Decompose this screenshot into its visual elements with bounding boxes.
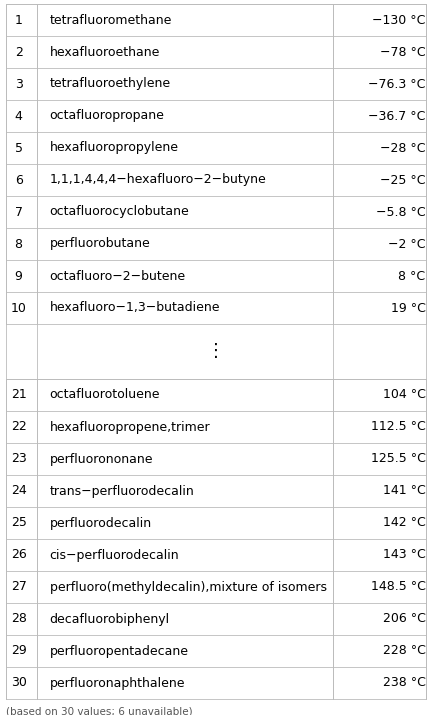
Text: 125.5 °C: 125.5 °C: [371, 453, 426, 465]
Text: 3: 3: [15, 77, 22, 91]
Text: 228 °C: 228 °C: [383, 644, 426, 658]
Text: 148.5 °C: 148.5 °C: [371, 581, 426, 593]
Text: octafluorocyclobutane: octafluorocyclobutane: [50, 205, 189, 219]
Text: 142 °C: 142 °C: [383, 516, 426, 530]
Text: −28 °C: −28 °C: [380, 142, 426, 154]
Text: −36.7 °C: −36.7 °C: [368, 109, 426, 122]
Text: octafluoropropane: octafluoropropane: [50, 109, 165, 122]
Text: 10: 10: [11, 302, 26, 315]
Text: hexafluoropropylene: hexafluoropropylene: [50, 142, 179, 154]
Text: octafluorotoluene: octafluorotoluene: [50, 388, 160, 402]
Text: perfluorodecalin: perfluorodecalin: [50, 516, 152, 530]
Text: 8: 8: [15, 237, 22, 250]
Text: −5.8 °C: −5.8 °C: [376, 205, 426, 219]
Text: 30: 30: [11, 676, 26, 689]
Text: perfluorobutane: perfluorobutane: [50, 237, 150, 250]
Text: −25 °C: −25 °C: [380, 174, 426, 187]
Text: −130 °C: −130 °C: [372, 14, 426, 26]
Text: octafluoro−2−butene: octafluoro−2−butene: [50, 270, 186, 282]
Text: 25: 25: [11, 516, 26, 530]
Text: perfluoro(methyldecalin),mixture of isomers: perfluoro(methyldecalin),mixture of isom…: [50, 581, 327, 593]
Text: (based on 30 values; 6 unavailable): (based on 30 values; 6 unavailable): [6, 707, 193, 715]
Text: 206 °C: 206 °C: [383, 613, 426, 626]
Text: ⋮: ⋮: [207, 342, 225, 360]
Text: perfluoronaphthalene: perfluoronaphthalene: [50, 676, 185, 689]
Text: tetrafluoromethane: tetrafluoromethane: [50, 14, 172, 26]
Text: 238 °C: 238 °C: [383, 676, 426, 689]
Text: 1: 1: [15, 14, 22, 26]
Text: 9: 9: [15, 270, 22, 282]
Text: −2 °C: −2 °C: [388, 237, 426, 250]
Text: tetrafluoroethylene: tetrafluoroethylene: [50, 77, 171, 91]
Text: 29: 29: [11, 644, 26, 658]
Text: 28: 28: [11, 613, 26, 626]
Text: 27: 27: [11, 581, 26, 593]
Text: 23: 23: [11, 453, 26, 465]
Text: 4: 4: [15, 109, 22, 122]
Text: 141 °C: 141 °C: [383, 485, 426, 498]
Text: 21: 21: [11, 388, 26, 402]
Text: 8 °C: 8 °C: [398, 270, 426, 282]
Text: 22: 22: [11, 420, 26, 433]
Text: hexafluoropropene,trimer: hexafluoropropene,trimer: [50, 420, 210, 433]
Text: hexafluoroethane: hexafluoroethane: [50, 46, 160, 59]
Text: 104 °C: 104 °C: [383, 388, 426, 402]
Text: decafluorobiphenyl: decafluorobiphenyl: [50, 613, 170, 626]
Text: 19 °C: 19 °C: [391, 302, 426, 315]
Text: 143 °C: 143 °C: [383, 548, 426, 561]
Text: perfluorononane: perfluorononane: [50, 453, 153, 465]
Text: 24: 24: [11, 485, 26, 498]
Text: 2: 2: [15, 46, 22, 59]
Text: 7: 7: [15, 205, 22, 219]
Text: 5: 5: [15, 142, 22, 154]
Text: perfluoropentadecane: perfluoropentadecane: [50, 644, 189, 658]
Text: 26: 26: [11, 548, 26, 561]
Text: −76.3 °C: −76.3 °C: [368, 77, 426, 91]
Text: hexafluoro−1,3−butadiene: hexafluoro−1,3−butadiene: [50, 302, 220, 315]
Text: trans−perfluorodecalin: trans−perfluorodecalin: [50, 485, 194, 498]
Text: cis−perfluorodecalin: cis−perfluorodecalin: [50, 548, 179, 561]
Text: −78 °C: −78 °C: [380, 46, 426, 59]
Text: 1,1,1,4,4,4−hexafluoro−2−butyne: 1,1,1,4,4,4−hexafluoro−2−butyne: [50, 174, 267, 187]
Text: 112.5 °C: 112.5 °C: [371, 420, 426, 433]
Text: 6: 6: [15, 174, 22, 187]
